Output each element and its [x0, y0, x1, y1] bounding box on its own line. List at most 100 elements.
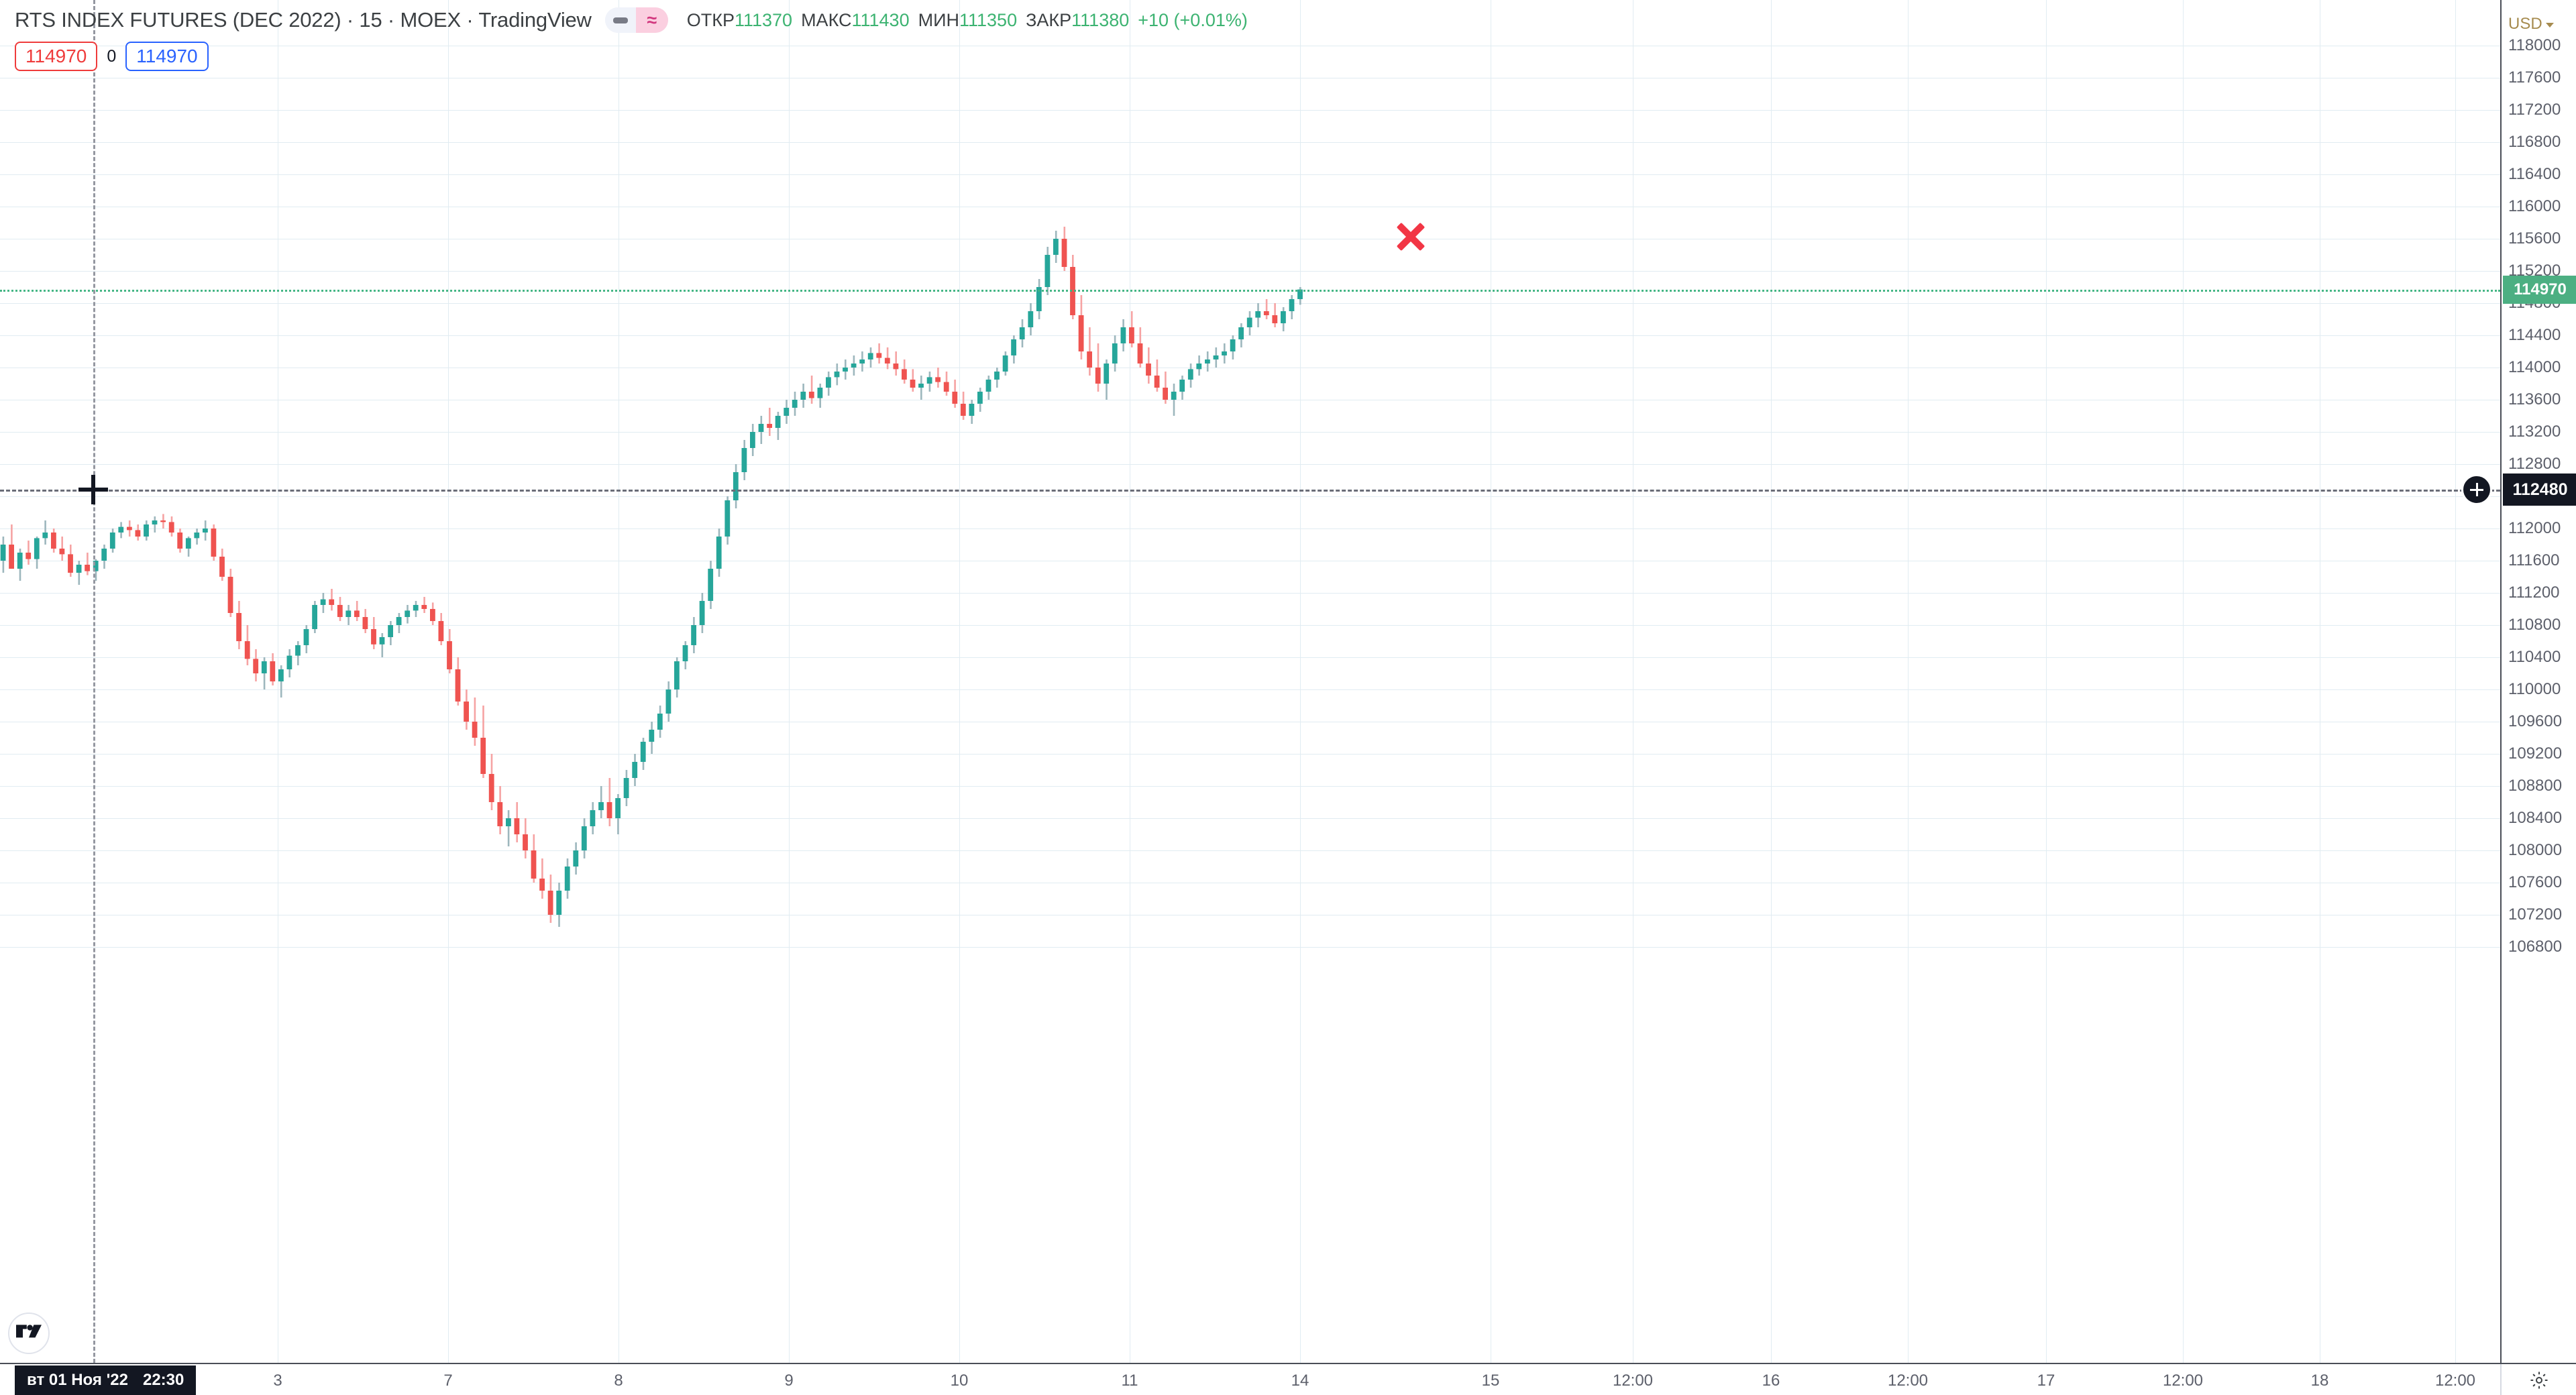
price-tick-label: 110000	[2508, 680, 2561, 698]
price-tick-label: 112000	[2508, 519, 2561, 537]
legend-primary-row: RTS INDEX FUTURES (DEC 2022) · 15 · MOEX…	[15, 7, 1248, 33]
ohlc-low-label: МИН	[918, 9, 959, 30]
tradingview-logo[interactable]	[8, 1313, 50, 1354]
price-tick-label: 110800	[2508, 616, 2561, 634]
ohlc-open-value: 111370	[734, 9, 793, 30]
gridline-horizontal	[0, 335, 2500, 336]
gridline-horizontal	[0, 528, 2500, 529]
gridline-horizontal	[0, 786, 2500, 787]
chevron-down-icon	[2545, 23, 2554, 27]
crosshair-horizontal-line	[0, 490, 2500, 492]
price-axis[interactable]: USD 118000 117600 117200 116800 116400 116000…	[2500, 0, 2576, 1363]
time-tick-label: 3	[273, 1372, 282, 1390]
price-tick-label: 116400	[2508, 165, 2561, 183]
gridline-horizontal	[0, 432, 2500, 433]
time-tick-label: 17	[2037, 1372, 2055, 1390]
ohlc-close-value: 111380	[1071, 9, 1130, 30]
time-tick-label: 7	[443, 1372, 453, 1390]
price-tick-label: 108400	[2508, 809, 2563, 827]
crosshair-time-text: 22:30	[142, 1371, 184, 1389]
crosshair-vertical-line	[93, 0, 95, 1363]
gridline-vertical	[1908, 0, 1909, 1363]
wave-style-icon[interactable]: ≈	[635, 7, 668, 33]
ohlc-high-label: МАКС	[801, 9, 852, 30]
time-tick-label: 10	[950, 1372, 969, 1390]
gridline-horizontal	[0, 657, 2500, 658]
price-tick-label: 111200	[2508, 583, 2560, 602]
gridline-horizontal	[0, 754, 2500, 755]
price-tick-label: 118000	[2508, 36, 2561, 54]
add-crosshair-icon[interactable]	[2461, 474, 2492, 506]
gridline-vertical	[2046, 0, 2047, 1363]
time-tick-label: 12:00	[2434, 1372, 2476, 1390]
price-tick-label: 113600	[2508, 390, 2561, 408]
red-x-marker[interactable]	[1393, 219, 1428, 254]
crosshair-price-badge: 112480	[2503, 473, 2576, 506]
ohlc-change: +10 (+0.01%)	[1138, 9, 1248, 30]
gridline-horizontal	[0, 110, 2500, 111]
currency-label-text: USD	[2508, 15, 2542, 33]
time-tick-label: 18	[2310, 1372, 2329, 1390]
gridline-horizontal	[0, 174, 2500, 175]
chart-canvas-pane[interactable]: RTS INDEX FUTURES (DEC 2022) · 15 · MOEX…	[0, 0, 2500, 1363]
gridline-horizontal	[0, 271, 2500, 272]
time-axis[interactable]: 3 7 8 9 10 11 14 15 12:00 16 12:00 17 12:00 18 12:00 в…	[0, 1363, 2576, 1395]
ohlc-close-label: ЗАКР	[1026, 9, 1072, 30]
chart-style-toggle[interactable]: ≈	[604, 7, 668, 33]
time-tick-label: 16	[1762, 1372, 1780, 1390]
time-tick-label: 9	[784, 1372, 794, 1390]
gridline-vertical	[1300, 0, 1301, 1363]
time-tick-label: 12:00	[2162, 1372, 2204, 1390]
price-tick-label: 116000	[2508, 197, 2561, 215]
price-tick-label: 109200	[2508, 744, 2563, 763]
gridline-horizontal	[0, 496, 2500, 497]
crosshair-time-badge: вт 01 Ноя '22 22:30	[15, 1365, 197, 1395]
price-tick-label: 117600	[2508, 68, 2561, 87]
gridline-vertical	[2455, 0, 2456, 1363]
price-tick-label: 108800	[2508, 777, 2563, 795]
last-price-badge[interactable]: 114970	[2503, 275, 2576, 304]
symbol-title[interactable]: RTS INDEX FUTURES (DEC 2022) · 15 · MOEX…	[15, 8, 592, 32]
gridline-horizontal	[0, 142, 2500, 143]
gridline-vertical	[2183, 0, 2184, 1363]
price-tick-label: 113200	[2508, 423, 2561, 441]
gridline-horizontal	[0, 818, 2500, 819]
price-tick-label: 114400	[2508, 326, 2561, 344]
time-tick-label: 8	[614, 1372, 623, 1390]
price-tick-label: 112800	[2508, 455, 2561, 473]
price-tick-label: 109600	[2508, 712, 2563, 730]
crosshair-date-text: вт 01 Ноя '22	[27, 1371, 128, 1389]
price-tick-label: 108000	[2508, 841, 2563, 859]
gridline-horizontal	[0, 625, 2500, 626]
price-tick-label: 115600	[2508, 229, 2561, 247]
gridline-horizontal	[0, 947, 2500, 948]
chart-legend: RTS INDEX FUTURES (DEC 2022) · 15 · MOEX…	[15, 7, 1248, 71]
price-tick-label: 110400	[2508, 648, 2561, 666]
gridline-vertical	[789, 0, 790, 1363]
ohlc-high-value: 111430	[851, 9, 910, 30]
gridline-vertical	[959, 0, 960, 1363]
price-tick-label: 116800	[2508, 133, 2561, 151]
time-tick-label: 15	[1481, 1372, 1500, 1390]
gridline-horizontal	[0, 689, 2500, 690]
gridline-horizontal	[0, 464, 2500, 465]
ohlc-values: ОТКР111370 МАКС111430 МИН111350 ЗАКР111380 +…	[687, 10, 1248, 31]
time-tick-label: 12:00	[1612, 1372, 1654, 1390]
currency-selector[interactable]: USD	[2508, 15, 2554, 34]
price-tick-label: 107600	[2508, 873, 2563, 891]
crosshair-center	[78, 475, 108, 505]
time-tick-label: 11	[1121, 1372, 1138, 1390]
price-tick-label: 106800	[2508, 938, 2563, 956]
candlestick-series	[0, 227, 1303, 927]
indicator-badge-red[interactable]: 114970	[15, 42, 98, 71]
legend-indicator-row: 114970 0 114970	[15, 42, 1248, 71]
gridline-vertical	[448, 0, 449, 1363]
bar-style-icon[interactable]	[604, 7, 636, 33]
time-tick-label: 12:00	[1887, 1372, 1929, 1390]
price-tick-label: 111600	[2508, 551, 2560, 569]
gridline-horizontal	[0, 850, 2500, 851]
indicator-badge-blue[interactable]: 114970	[125, 42, 209, 71]
ohlc-open-label: ОТКР	[686, 9, 735, 30]
gear-icon[interactable]	[2500, 1364, 2576, 1395]
